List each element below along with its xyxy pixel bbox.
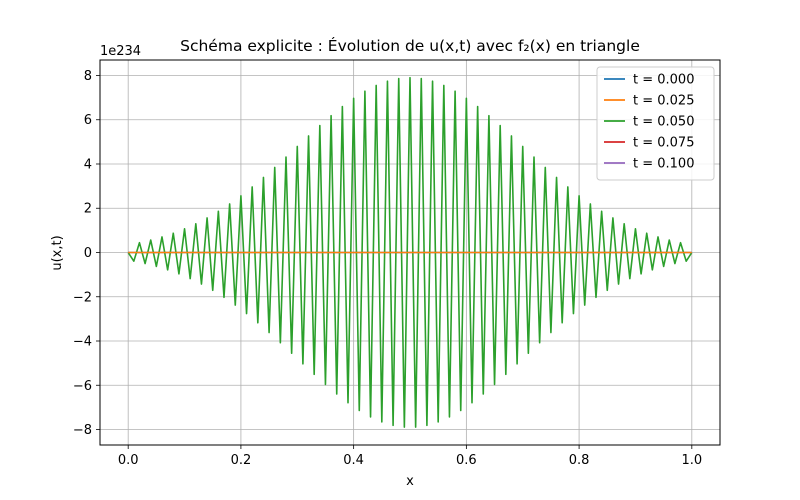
series-layer bbox=[127, 76, 693, 428]
legend-label: t = 0.025 bbox=[633, 94, 694, 109]
ticks: 0.0 0.2 0.4 0.6 0.8 1.0 −8 −6 −4 −2 0 2 4 6 8 bbox=[73, 69, 702, 468]
legend-label: t = 0.000 bbox=[633, 73, 694, 88]
y-tick-label: 8 bbox=[84, 69, 92, 84]
x-tick-label: 0.8 bbox=[569, 453, 590, 468]
x-tick-label: 0.0 bbox=[118, 453, 139, 468]
legend-box bbox=[596, 66, 715, 181]
y-offset-text: 1e234 bbox=[100, 44, 141, 59]
legend-label: t = 0.075 bbox=[633, 136, 694, 151]
x-axis-label: x bbox=[406, 474, 414, 489]
y-tick-label: 0 bbox=[84, 246, 92, 261]
series-line-2 bbox=[127, 76, 693, 428]
y-tick-label: 4 bbox=[84, 157, 92, 172]
y-tick-label: −2 bbox=[73, 290, 92, 305]
y-axis-label: u(x,t) bbox=[50, 235, 65, 270]
x-tick-label: 1.0 bbox=[681, 453, 702, 468]
y-tick-label: 2 bbox=[84, 202, 92, 217]
y-tick-label: −6 bbox=[73, 379, 92, 394]
legend: t = 0.000 t = 0.025 t = 0.050 t = 0.075 t = … bbox=[596, 66, 715, 181]
y-tick-label: −4 bbox=[73, 335, 92, 350]
y-tick-label: 6 bbox=[84, 113, 92, 128]
x-tick-label: 0.2 bbox=[231, 453, 252, 468]
x-tick-label: 0.6 bbox=[456, 453, 477, 468]
legend-label: t = 0.100 bbox=[633, 157, 694, 172]
x-tick-label: 0.4 bbox=[343, 453, 364, 468]
legend-label: t = 0.050 bbox=[633, 115, 694, 130]
y-tick-label: −8 bbox=[73, 423, 92, 438]
chart-title: Schéma explicite : Évolution de u(x,t) a… bbox=[180, 36, 640, 55]
